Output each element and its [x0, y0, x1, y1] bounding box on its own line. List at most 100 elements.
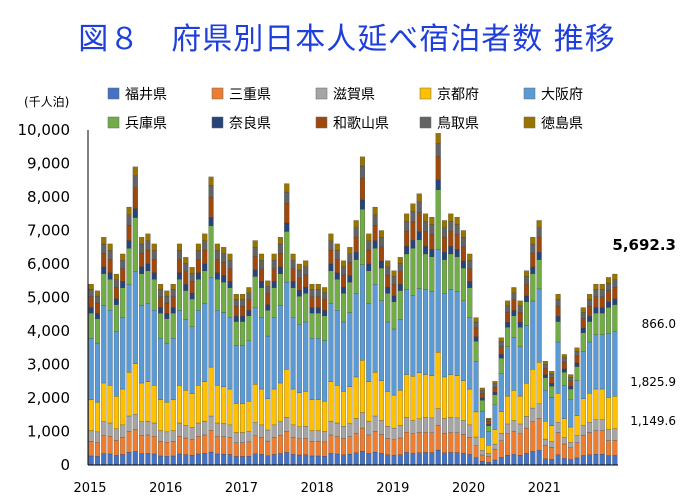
bar-segment-9 [505, 305, 511, 313]
bar-segment-6 [227, 287, 233, 318]
bar-segment-8 [315, 296, 321, 308]
bar-segment-3 [460, 420, 466, 435]
bar-segment-1 [334, 453, 340, 466]
bar-segment-1 [580, 455, 586, 466]
bar-segment-10 [460, 230, 466, 238]
legend-label-5: 大阪府 [541, 87, 583, 103]
bar-segment-3 [391, 427, 397, 440]
bar-segment-4 [505, 395, 511, 425]
annotation-hyogo-latest: 866.0 [642, 317, 676, 331]
bar-segment-8 [517, 312, 523, 323]
bar-segment-4 [492, 429, 498, 445]
bar-segment-10 [568, 374, 574, 378]
bar-segment-6 [322, 315, 328, 341]
bar-segment-2 [479, 454, 485, 462]
bar-segment-5 [505, 346, 511, 397]
bar-segment-3 [536, 403, 542, 419]
bar-segment-5 [94, 342, 100, 403]
bar-segment-6 [139, 273, 145, 306]
bar-segment-1 [498, 457, 504, 466]
bar-segment-9 [120, 260, 126, 269]
bar-segment-9 [568, 377, 574, 382]
bar-segment-5 [240, 345, 246, 404]
chart-title: 図８ 府県別日本人延べ宿泊者数 推移 [78, 22, 616, 57]
bar-segment-1 [101, 453, 107, 466]
bar-segment-9 [277, 243, 283, 254]
bar-segment-10 [467, 253, 473, 261]
bar-segment-3 [240, 432, 246, 443]
bar-segment-10 [486, 417, 492, 420]
bar-segment-1 [139, 453, 145, 466]
bar-segment-3 [303, 426, 309, 439]
bar-segment-6 [574, 366, 580, 381]
bar-segment-9 [271, 260, 277, 269]
bar-segment-6 [296, 296, 302, 325]
bar-segment-2 [277, 435, 283, 454]
bar-segment-4 [277, 382, 283, 422]
bar-segment-3 [441, 418, 448, 434]
annotation-total-latest: 5,692.3 [612, 236, 676, 254]
bar-segment-9 [296, 269, 302, 279]
bar-segment-6 [359, 209, 365, 265]
bar-segment-3 [542, 438, 548, 446]
bar-segment-1 [107, 453, 113, 466]
bar-segment-4 [479, 437, 485, 451]
bar-segment-1 [511, 454, 517, 466]
bar-segment-3 [113, 428, 119, 441]
bar-segment-2 [391, 439, 397, 456]
bar-segment-5 [568, 399, 574, 428]
bar-segment-5 [341, 321, 347, 392]
bar-segment-1 [170, 455, 176, 466]
bar-segment-10 [429, 216, 435, 225]
bar-segment-3 [195, 422, 201, 437]
bar-segment-9 [555, 299, 561, 307]
bar-segment-10 [170, 283, 176, 290]
bar-segment-2 [366, 434, 372, 454]
bar-segment-10 [542, 361, 548, 365]
bar-segment-9 [221, 253, 227, 263]
bar-segment-9 [423, 221, 429, 232]
bar-segment-5 [561, 385, 567, 419]
bar-segment-10 [580, 307, 586, 313]
bar-segment-3 [341, 426, 347, 439]
bar-segment-3 [214, 422, 220, 437]
bar-segment-7 [555, 316, 561, 322]
bar-segment-10 [416, 193, 422, 202]
bar-segment-1 [416, 452, 422, 466]
bar-segment-9 [460, 237, 466, 248]
bar-segment-6 [523, 301, 530, 326]
y-tick-label: 0 [60, 456, 70, 474]
bar-segment-10 [101, 237, 107, 245]
bar-segment-2 [170, 441, 176, 457]
bar-segment-5 [284, 281, 290, 370]
bar-segment-4 [372, 372, 378, 417]
bar-segment-1 [587, 454, 593, 466]
bar-segment-6 [214, 279, 220, 311]
bar-segment-3 [561, 437, 567, 445]
bar-segment-9 [385, 266, 391, 276]
bar-segment-2 [284, 431, 290, 453]
bar-segment-4 [366, 381, 372, 422]
bar-segment-5 [195, 310, 201, 386]
bar-segment-3 [183, 425, 189, 439]
bar-segment-10 [309, 283, 315, 290]
bar-segment-2 [423, 432, 429, 453]
bar-segment-3 [593, 419, 599, 431]
bar-segment-8 [486, 421, 492, 425]
bar-segment-4 [517, 395, 523, 425]
bar-segment-7 [284, 222, 290, 232]
bar-segment-5 [492, 404, 498, 430]
bar-segment-9 [561, 357, 567, 363]
bar-segment-10 [158, 283, 164, 290]
bar-segment-6 [429, 256, 435, 292]
bar-segment-9 [132, 175, 138, 188]
bar-segment-2 [107, 436, 113, 455]
bar-segment-4 [404, 374, 410, 418]
bar-segment-5 [151, 310, 157, 386]
bar-segment-1 [120, 454, 126, 466]
bar-segment-7 [208, 217, 214, 226]
bar-segment-6 [606, 307, 612, 334]
bar-segment-10 [511, 287, 517, 293]
bar-segment-9 [202, 240, 208, 251]
x-tick-label: 2016 [149, 481, 182, 496]
